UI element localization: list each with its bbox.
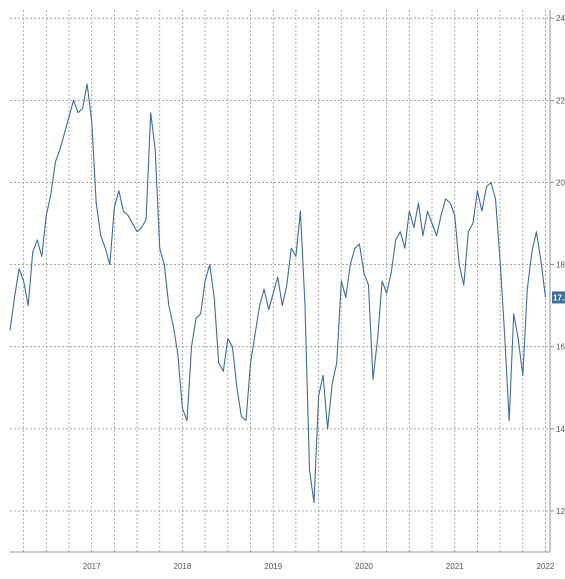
x-tick-label: 2018 (174, 562, 192, 571)
x-tick-label: 2020 (355, 562, 373, 571)
last-value-label: 17.2 (553, 293, 565, 302)
x-tick-label: 2019 (264, 562, 282, 571)
grid-layer (10, 10, 550, 552)
x-tick-label: 2017 (83, 562, 101, 571)
y-tick-label: 18.0 (556, 261, 565, 270)
series-layer (9, 83, 547, 504)
y-tick-label: 24.0 (556, 14, 565, 23)
x-tick-label: 2021 (446, 562, 464, 571)
y-tick-label: 14.0 (556, 425, 565, 434)
x-tick-label: 2022 (537, 562, 555, 571)
y-tick-label: 12.0 (556, 507, 565, 516)
y-tick-label: 16.0 (556, 343, 565, 352)
y-tick-label: 22.0 (556, 96, 565, 105)
axis-layer: 12.0 14.0 16.0 18.0 20.0 22.0 24.0 2017 2018 2019… (10, 10, 565, 571)
series-line (9, 83, 547, 504)
label-layer: 17.2 (552, 291, 565, 304)
y-tick-label: 20.0 (556, 178, 565, 187)
last-value-badge (552, 291, 565, 304)
